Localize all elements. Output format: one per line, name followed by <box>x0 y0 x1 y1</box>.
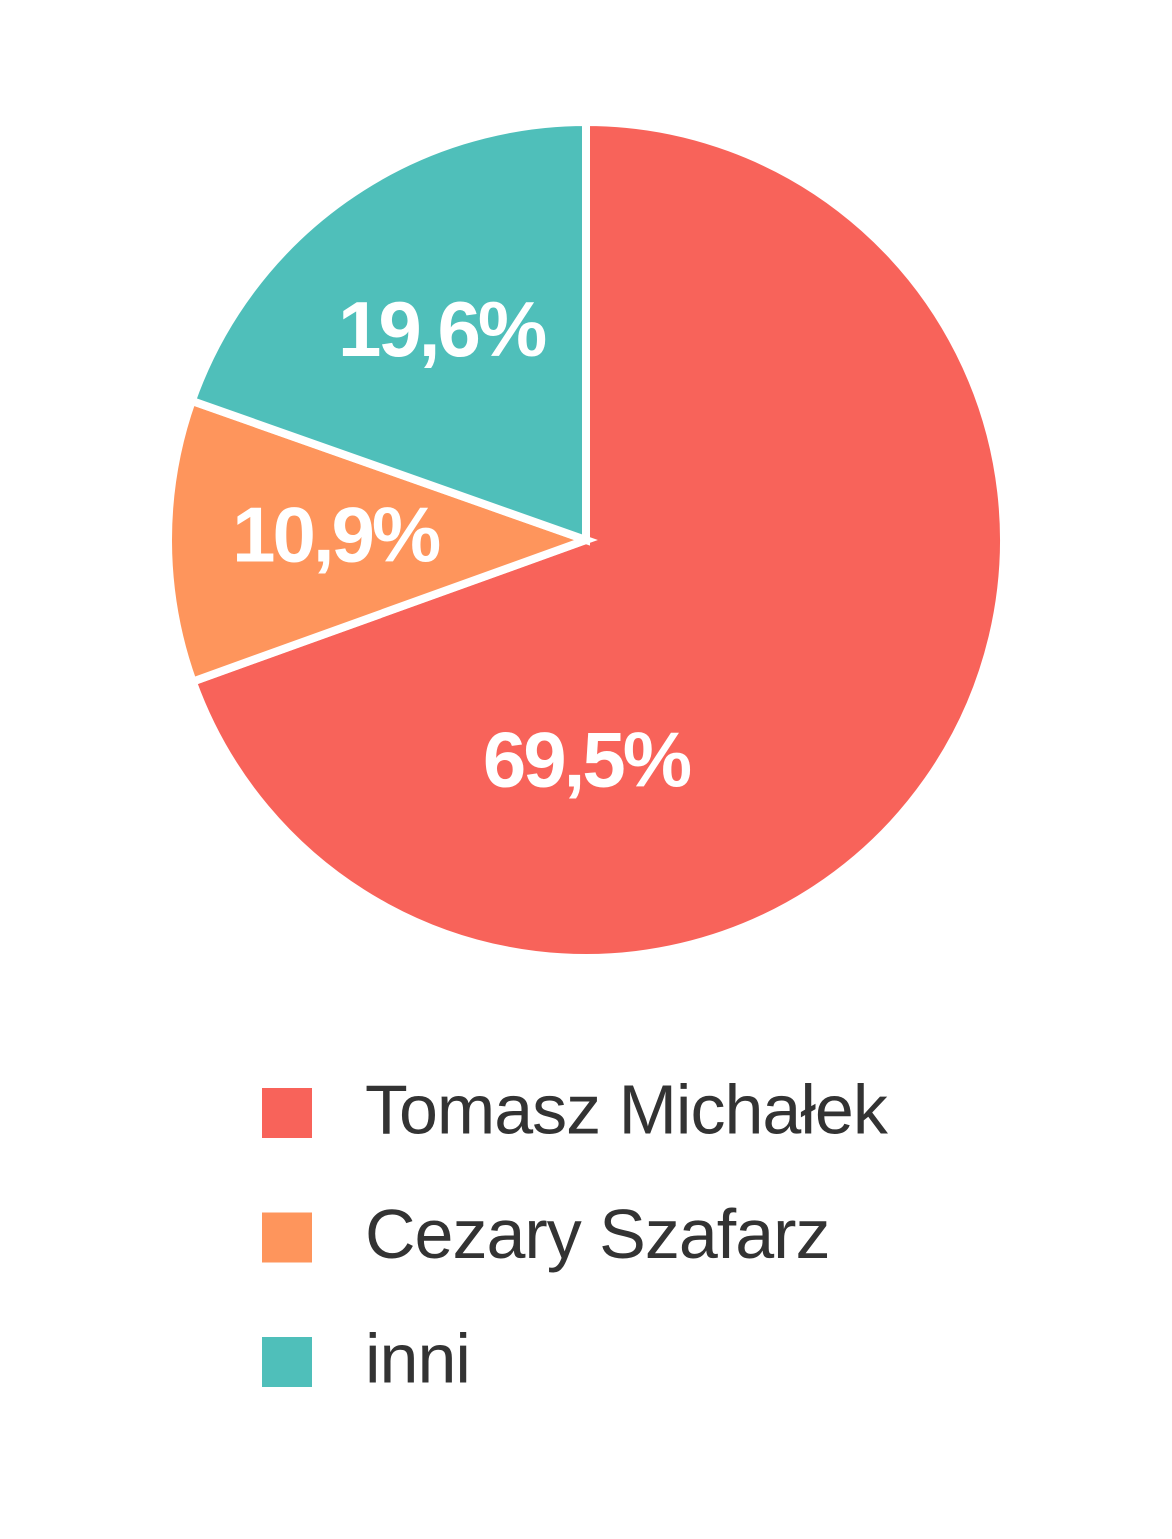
legend-swatch <box>262 1212 312 1263</box>
pie-slice <box>164 395 598 687</box>
legend-label: inni <box>365 1319 470 1397</box>
value-label: 10,9% <box>232 490 440 578</box>
value-label: 19,6% <box>338 285 546 373</box>
pie-slice <box>187 117 1008 962</box>
value-label: 69,5% <box>483 715 691 803</box>
legend-swatch <box>262 1337 312 1387</box>
legend-label: Cezary Szafarz <box>365 1195 829 1273</box>
legend-swatch <box>262 1088 312 1138</box>
legend-label: Tomasz Michałek <box>365 1070 889 1148</box>
pie-slice <box>186 117 590 546</box>
